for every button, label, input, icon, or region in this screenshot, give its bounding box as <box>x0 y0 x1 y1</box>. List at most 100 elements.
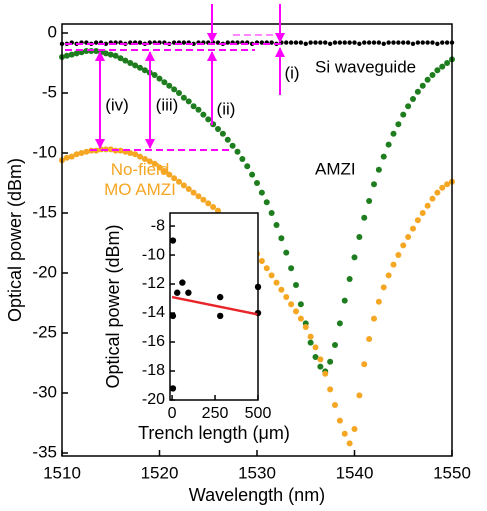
data-point <box>216 312 224 320</box>
data-point <box>410 96 416 102</box>
data-point <box>132 151 139 158</box>
data-point <box>346 440 353 447</box>
data-point <box>225 40 230 45</box>
data-point <box>439 63 446 70</box>
data-point <box>336 417 343 424</box>
data-point <box>216 293 224 301</box>
data-point <box>215 126 221 132</box>
data-point <box>312 354 319 360</box>
data-point <box>195 106 202 113</box>
data-point <box>390 261 397 268</box>
data-point <box>444 181 451 188</box>
data-point <box>414 217 421 224</box>
data-point <box>429 72 436 78</box>
data-point <box>361 214 368 221</box>
data-point <box>327 358 334 365</box>
data-point <box>424 76 431 83</box>
data-point <box>297 301 304 308</box>
data-point <box>366 198 373 204</box>
data-point <box>357 41 362 46</box>
data-point <box>317 363 324 370</box>
data-point <box>356 234 363 240</box>
data-point <box>307 339 314 346</box>
data-point <box>375 298 382 305</box>
data-point <box>195 193 202 200</box>
data-point <box>190 103 197 110</box>
data-point <box>347 40 352 45</box>
series-label: AMZI <box>315 159 356 178</box>
data-point <box>190 189 197 196</box>
data-point <box>336 320 343 327</box>
data-point <box>440 40 445 45</box>
x-axis-label: Trench length (μm) <box>138 423 290 443</box>
data-point <box>317 356 324 363</box>
data-point <box>332 342 338 348</box>
data-point <box>137 40 143 45</box>
data-point <box>210 204 217 210</box>
data-point <box>249 171 256 178</box>
data-point <box>302 324 309 330</box>
data-point <box>439 184 446 191</box>
data-point <box>137 64 143 71</box>
data-point <box>288 265 295 272</box>
y-tick-label: -14 <box>142 304 165 321</box>
data-point <box>263 199 270 206</box>
data-point <box>169 385 177 392</box>
data-point <box>327 41 333 46</box>
data-point <box>73 151 80 158</box>
data-point <box>434 67 441 74</box>
data-point <box>395 121 402 128</box>
data-point <box>127 60 134 66</box>
x-tick-label: 1550 <box>433 463 471 482</box>
measurement-markers <box>65 4 285 151</box>
data-point <box>263 265 270 272</box>
data-point <box>288 40 294 45</box>
data-point <box>396 40 401 45</box>
annotation: (iii) <box>156 95 179 114</box>
data-point <box>73 50 80 57</box>
data-point <box>112 52 119 59</box>
x-tick-label: 1520 <box>141 463 179 482</box>
data-point <box>122 57 129 64</box>
data-point <box>313 40 318 45</box>
data-point <box>244 163 251 170</box>
series-label: No-field MO AMZI <box>104 160 176 199</box>
data-point <box>366 40 372 45</box>
y-axis-label: Optical power (dBm) <box>5 158 25 322</box>
data-point <box>361 361 368 368</box>
annotation: (i) <box>284 63 299 82</box>
data-point <box>430 40 435 45</box>
data-point <box>293 282 299 288</box>
data-point <box>351 426 358 432</box>
y-tick-label: -20 <box>32 262 57 281</box>
y-tick-label: -30 <box>32 382 57 401</box>
data-point <box>176 90 182 96</box>
data-point <box>169 237 177 244</box>
data-point <box>185 289 192 296</box>
x-tick-label: 250 <box>202 405 229 422</box>
data-point <box>420 40 425 45</box>
inset-plot: 0 250 500 -8 -10 -12 -14 -16 -18 -20 Trench length… <box>103 212 290 443</box>
data-point <box>63 52 70 59</box>
data-point <box>424 202 431 209</box>
data-point <box>180 182 187 189</box>
data-point <box>259 40 265 45</box>
data-point <box>224 136 231 143</box>
data-point <box>229 142 236 149</box>
data-point <box>327 386 334 393</box>
data-point <box>278 286 285 293</box>
y-tick-label: -12 <box>142 275 165 292</box>
data-point <box>419 210 426 216</box>
data-point <box>137 153 143 160</box>
data-point <box>341 297 348 304</box>
annotation: (ii) <box>217 99 236 118</box>
data-point <box>234 148 241 155</box>
data-point <box>297 315 304 322</box>
plot-frame <box>169 212 259 401</box>
data-point <box>166 82 173 89</box>
data-point <box>293 308 299 315</box>
data-point <box>78 150 85 156</box>
data-point <box>298 40 304 45</box>
data-point <box>391 40 396 45</box>
